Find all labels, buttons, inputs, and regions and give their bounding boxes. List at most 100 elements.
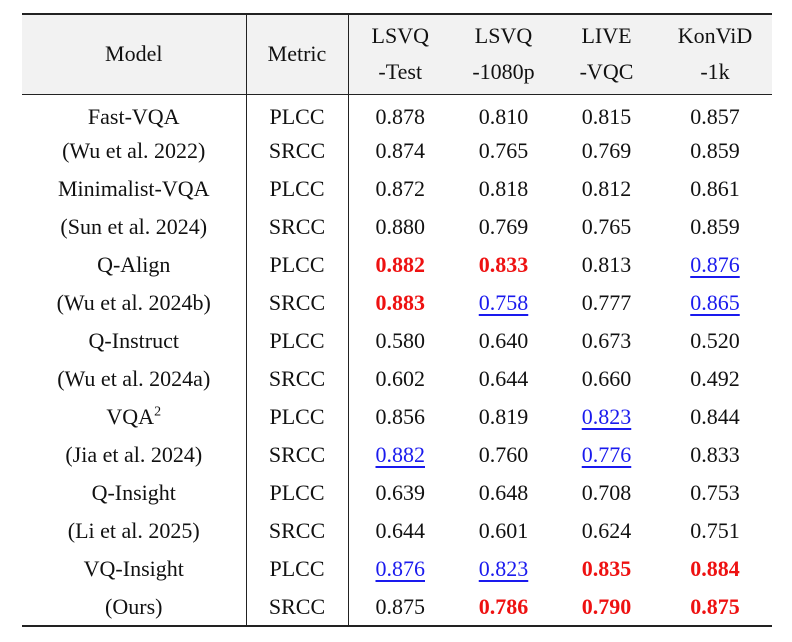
header-cell: Metric	[246, 14, 349, 94]
score-cell: 0.880	[375, 214, 426, 239]
score-cell: 0.769	[478, 214, 529, 239]
table-row: (Ours) SRCC 0.875 0.786 0.790 0.875	[22, 588, 772, 626]
metric-cell: PLCC	[246, 170, 349, 208]
score-cell: 0.760	[478, 442, 529, 467]
score-cell: 0.776	[581, 442, 632, 467]
score-cell: 0.580	[375, 328, 426, 353]
score-cell: 0.859	[690, 214, 740, 239]
header-cell: KonViD -1k	[658, 14, 772, 94]
model-cell: Q-Align	[22, 246, 247, 284]
metric-cell: SRCC	[246, 436, 349, 474]
model-name: (Wu et al. 2024a)	[57, 366, 211, 391]
score-cell: 0.790	[581, 593, 632, 619]
model-cell: Fast-VQA	[22, 94, 247, 132]
score-cell: 0.673	[581, 328, 632, 353]
metric-cell: PLCC	[246, 322, 349, 360]
metric-cell: PLCC	[246, 550, 349, 588]
model-name: Q-Insight	[91, 480, 176, 505]
score-cell: 0.875	[375, 593, 426, 619]
score-cell: 0.857	[690, 104, 740, 130]
model-cell: VQ-Insight	[22, 550, 247, 588]
model-name: Minimalist-VQA	[57, 176, 210, 201]
table-row: VQ-Insight PLCC 0.876 0.823 0.835 0.884	[22, 550, 772, 588]
score-cell: 0.815	[581, 104, 632, 130]
header-line: -1k	[700, 59, 730, 85]
score-cell: 0.823	[478, 556, 529, 581]
header-line: LIVE	[581, 23, 632, 49]
model-cell: (Wu et al. 2024b)	[22, 284, 247, 322]
header-line: -VQC	[579, 59, 634, 85]
model-name: VQ-Insight	[83, 556, 184, 581]
table-row: (Wu et al. 2024a) SRCC 0.602 0.644 0.660 0.49…	[22, 360, 772, 398]
model-name: (Sun et al. 2024)	[60, 214, 208, 239]
table-row: (Sun et al. 2024) SRCC 0.880 0.769 0.765 0.85…	[22, 208, 772, 246]
table-body: Fast-VQA PLCC 0.878 0.810 0.815 0.857 (Wu et a…	[22, 94, 772, 626]
model-name: Q-Instruct	[88, 328, 179, 353]
header-cell: Model	[22, 14, 247, 94]
model-cell: (Wu et al. 2024a)	[22, 360, 247, 398]
table-row: (Wu et al. 2022) SRCC 0.874 0.765 0.769 0.859	[22, 132, 772, 170]
model-cell: (Ours)	[22, 588, 247, 626]
metric-cell: SRCC	[246, 284, 349, 322]
metric-cell: SRCC	[246, 208, 349, 246]
score-cell: 0.883	[375, 290, 426, 315]
score-cell: 0.875	[690, 593, 740, 619]
table-row: Fast-VQA PLCC 0.878 0.810 0.815 0.857	[22, 94, 772, 132]
score-cell: 0.644	[478, 366, 529, 391]
score-cell: 0.882	[375, 442, 426, 467]
model-cell: VQA2	[22, 398, 247, 436]
header-row: Model Metric LSVQ -Test LSVQ -1080p LIVE -VQC…	[22, 14, 772, 94]
score-cell: 0.884	[690, 556, 740, 581]
results-table: Model Metric LSVQ -Test LSVQ -1080p LIVE -VQC…	[22, 13, 772, 627]
model-superscript: 2	[154, 404, 162, 420]
table-row: (Jia et al. 2024) SRCC 0.882 0.760 0.776 0.83…	[22, 436, 772, 474]
score-cell: 0.813	[581, 252, 632, 277]
table-row: Q-Insight PLCC 0.639 0.648 0.708 0.753	[22, 474, 772, 512]
score-cell: 0.492	[690, 366, 740, 391]
header-cell: LSVQ -1080p	[452, 14, 555, 94]
metric-cell: SRCC	[246, 512, 349, 550]
model-name: (Wu et al. 2024b)	[56, 290, 211, 315]
model-name: (Jia et al. 2024)	[65, 442, 203, 467]
model-name: (Wu et al. 2022)	[62, 138, 206, 163]
table-row: VQA2 PLCC 0.856 0.819 0.823 0.844	[22, 398, 772, 436]
model-cell: (Sun et al. 2024)	[22, 208, 247, 246]
score-cell: 0.876	[375, 556, 426, 581]
score-cell: 0.872	[375, 176, 426, 201]
score-cell: 0.520	[690, 328, 740, 353]
score-cell: 0.765	[581, 214, 632, 239]
metric-cell: PLCC	[246, 94, 349, 132]
header-cell: LIVE -VQC	[555, 14, 658, 94]
score-cell: 0.819	[478, 404, 529, 429]
score-cell: 0.844	[690, 404, 740, 429]
header-line: -1080p	[472, 59, 535, 85]
score-cell: 0.874	[375, 138, 426, 163]
model-name: Q-Align	[97, 252, 171, 277]
header-line: KonViD	[677, 23, 753, 49]
model-cell: Minimalist-VQA	[22, 170, 247, 208]
score-cell: 0.639	[375, 480, 426, 505]
metric-cell: PLCC	[246, 474, 349, 512]
table-row: Q-Align PLCC 0.882 0.833 0.813 0.876	[22, 246, 772, 284]
table-row: (Wu et al. 2024b) SRCC 0.883 0.758 0.777 0.86…	[22, 284, 772, 322]
model-name: (Ours)	[105, 593, 163, 619]
score-cell: 0.765	[478, 138, 529, 163]
score-cell: 0.786	[478, 593, 529, 619]
metric-cell: PLCC	[246, 246, 349, 284]
model-cell: (Wu et al. 2022)	[22, 132, 247, 170]
score-cell: 0.823	[581, 404, 632, 429]
table-row: (Li et al. 2025) SRCC 0.644 0.601 0.624 0.751	[22, 512, 772, 550]
score-cell: 0.640	[478, 328, 529, 353]
metric-cell: PLCC	[246, 398, 349, 436]
score-cell: 0.644	[375, 518, 426, 543]
metric-cell: SRCC	[246, 360, 349, 398]
header-line: LSVQ	[474, 23, 533, 49]
model-cell: Q-Instruct	[22, 322, 247, 360]
model-name: VQA	[106, 404, 155, 429]
score-cell: 0.861	[690, 176, 740, 201]
model-cell: (Li et al. 2025)	[22, 512, 247, 550]
model-name: (Li et al. 2025)	[67, 518, 200, 543]
table-row: Q-Instruct PLCC 0.580 0.640 0.673 0.520	[22, 322, 772, 360]
score-cell: 0.708	[581, 480, 632, 505]
